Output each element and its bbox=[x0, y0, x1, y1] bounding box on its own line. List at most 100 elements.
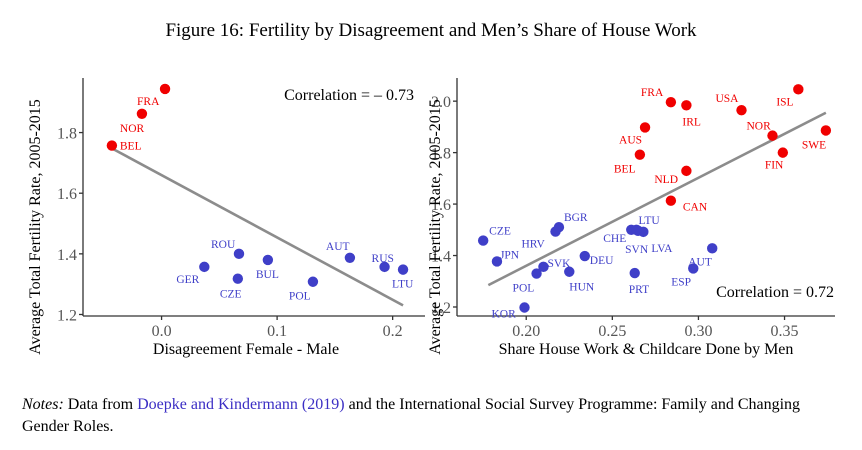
point-label-che: CHE bbox=[603, 233, 626, 245]
x-axis-title: Disagreement Female - Male bbox=[153, 341, 339, 358]
point-svk bbox=[538, 261, 549, 273]
x-tick-label: 0.2 bbox=[383, 323, 403, 340]
point-label-deu: DEU bbox=[590, 255, 614, 267]
point-usa bbox=[736, 104, 747, 116]
fit-line bbox=[111, 147, 404, 307]
point-fin bbox=[777, 147, 789, 158]
point-label-ltu: LTU bbox=[638, 215, 660, 227]
figure-title: Figure 16: Fertility by Disagreement and… bbox=[165, 20, 697, 41]
y-tick-label: 1.2 bbox=[57, 307, 77, 324]
x-tick-label: 0.30 bbox=[684, 323, 712, 340]
citation-link[interactable]: Doepke and Kindermann (2019) bbox=[137, 396, 345, 413]
point-deu bbox=[579, 250, 590, 262]
point-label-rus: RUS bbox=[372, 253, 394, 265]
point-label-fra: FRA bbox=[137, 96, 160, 108]
point-cze bbox=[477, 235, 489, 246]
point-label-prt: PRT bbox=[629, 284, 649, 296]
point-label-ltu: LTU bbox=[392, 279, 414, 291]
point-nor bbox=[767, 130, 778, 141]
point-ger bbox=[199, 261, 210, 273]
point-isl bbox=[793, 84, 804, 95]
point-label-rou: ROU bbox=[211, 239, 236, 251]
point-label-aus: AUS bbox=[619, 134, 642, 146]
point-label-hun: HUN bbox=[569, 282, 595, 294]
y-tick-label: 1.4 bbox=[57, 247, 77, 264]
point-irl bbox=[681, 100, 692, 111]
fit-line bbox=[487, 111, 827, 287]
point-jpn bbox=[491, 256, 503, 267]
point-pol bbox=[307, 276, 319, 287]
y-tick-label: 2.0 bbox=[431, 94, 451, 111]
x-tick-label: 0.25 bbox=[598, 323, 626, 340]
correlation-annotation: Correlation = 0.72 bbox=[716, 284, 834, 301]
point-cze bbox=[232, 273, 244, 284]
notes-text-post: and the International Social Survey Prog… bbox=[22, 396, 801, 435]
point-label-swe: SWE bbox=[802, 139, 826, 151]
point-ltu bbox=[397, 264, 409, 275]
point-label-nor: NOR bbox=[746, 121, 771, 133]
point-esp bbox=[688, 263, 699, 274]
point-aus bbox=[639, 122, 651, 133]
point-label-cze: CZE bbox=[220, 289, 242, 301]
y-tick-label: 1.8 bbox=[57, 126, 77, 143]
point-label-bgr: BGR bbox=[564, 212, 588, 224]
point-swe bbox=[820, 125, 832, 136]
point-bel bbox=[106, 140, 118, 151]
left-panel-disagreement: 1.2 1.4 1.6 1.8 0.0 0.1 0.2 Disagreement Female… bbox=[27, 78, 425, 358]
y-tick-label: 1.2 bbox=[431, 300, 451, 317]
point-nor bbox=[136, 108, 148, 119]
point-bul bbox=[262, 254, 274, 266]
point-prt bbox=[629, 267, 640, 279]
point-pol bbox=[531, 268, 542, 279]
point-bel bbox=[634, 149, 646, 160]
point-label-lva: LVA bbox=[651, 243, 673, 255]
point-label-cze: CZE bbox=[489, 226, 511, 238]
point-label-esp: ESP bbox=[671, 276, 691, 288]
point-ltu bbox=[631, 224, 642, 236]
notes-text-pre: Data from bbox=[63, 396, 138, 413]
point-label-irl: IRL bbox=[682, 116, 701, 128]
correlation-annotation: Correlation = – 0.73 bbox=[284, 87, 414, 104]
point-aut bbox=[344, 252, 356, 263]
point-kor bbox=[519, 302, 530, 313]
y-tick-label: 1.8 bbox=[431, 146, 451, 163]
y-axis-title: Average Total Fertility Rate, 2005-2015 bbox=[427, 99, 444, 355]
point-can bbox=[665, 195, 677, 206]
point-nld bbox=[681, 165, 692, 177]
point-rou bbox=[233, 248, 245, 260]
point-label-bel: BEL bbox=[614, 164, 636, 176]
point-label-nld: NLD bbox=[654, 174, 678, 186]
point-label-pol: POL bbox=[289, 291, 311, 303]
point-label-fin: FIN bbox=[765, 160, 784, 172]
notes-label: Notes: bbox=[22, 396, 64, 413]
point-label-nor: NOR bbox=[120, 123, 145, 135]
y-axis-title: Average Total Fertility Rate, 2005-2015 bbox=[27, 99, 44, 355]
point-fra bbox=[665, 96, 677, 108]
point-label-isl: ISL bbox=[776, 96, 793, 108]
point-fra bbox=[159, 83, 171, 95]
x-tick-label: 0.1 bbox=[267, 323, 287, 340]
point-label-pol: POL bbox=[513, 283, 535, 295]
point-aut bbox=[707, 243, 718, 254]
charts-canvas: 1.2 1.4 1.6 1.8 0.0 0.1 0.2 Disagreement Female… bbox=[27, 78, 835, 358]
point-label-fra: FRA bbox=[641, 87, 664, 99]
point-label-hrv: HRV bbox=[522, 239, 546, 251]
y-tick-label: 1.6 bbox=[57, 186, 77, 203]
point-label-jpn: JPN bbox=[500, 249, 520, 261]
point-label-usa: USA bbox=[715, 93, 739, 105]
point-label-can: CAN bbox=[683, 202, 708, 214]
point-label-aut: AUT bbox=[326, 241, 350, 253]
point-label-svn: SVN bbox=[625, 244, 649, 256]
y-tick-label: 1.4 bbox=[431, 249, 451, 266]
x-tick-label: 0.35 bbox=[771, 323, 799, 340]
x-tick-label: 0.0 bbox=[152, 323, 172, 340]
x-axis-title: Share House Work & Childcare Done by Men bbox=[499, 341, 794, 358]
x-tick-label: 0.20 bbox=[512, 323, 540, 340]
point-label-kor: KOR bbox=[492, 309, 517, 321]
point-hun bbox=[564, 266, 575, 277]
point-label-ger: GER bbox=[176, 274, 199, 286]
y-tick-label: 1.6 bbox=[431, 197, 451, 214]
figure-notes: Notes: Data from Doepke and Kindermann (… bbox=[22, 394, 842, 438]
point-bgr bbox=[553, 222, 565, 233]
